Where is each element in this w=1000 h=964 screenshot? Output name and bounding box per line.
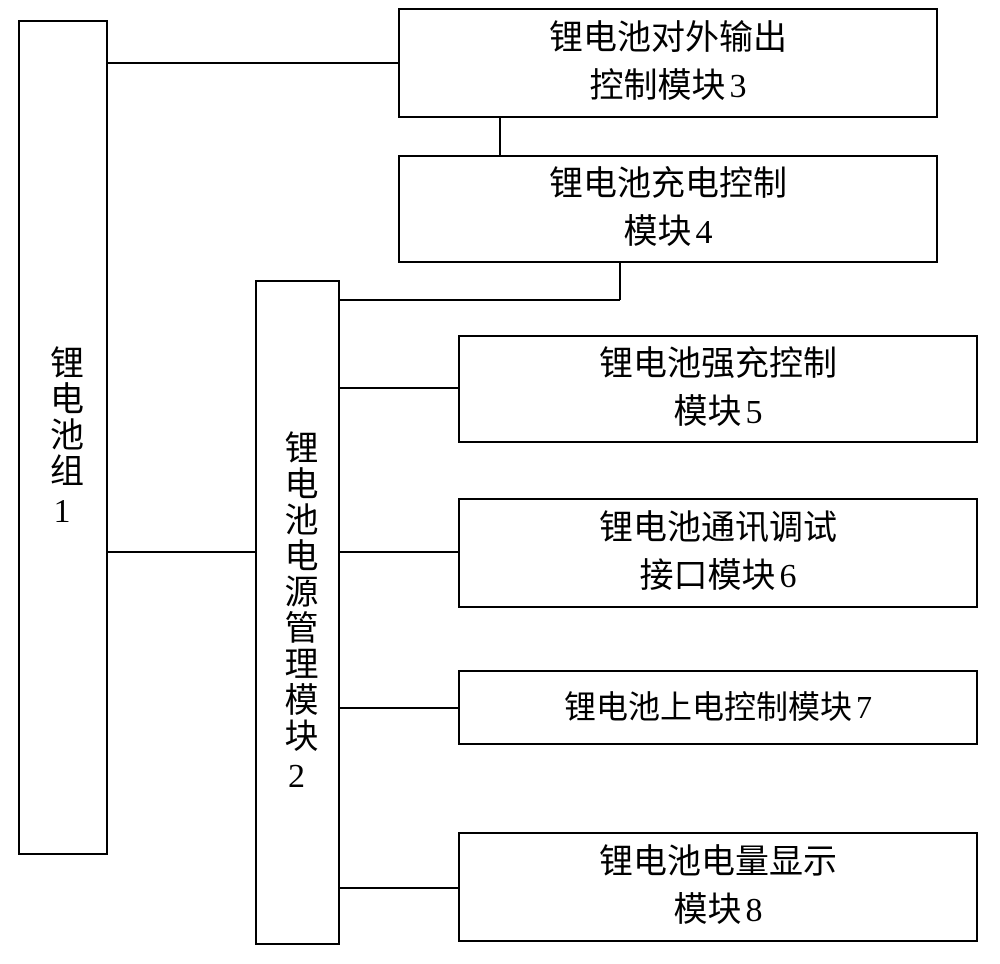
node-line1: 锂电池上电控制模块 [564,689,852,725]
node-content: 锂电池电量显示模块8 [599,839,837,934]
node-line2: 模块 [674,394,742,431]
node-number: 5 [746,394,763,431]
node-n6: 锂电池通讯调试接口模块6 [458,498,978,608]
node-number: 3 [730,68,747,105]
node-line1: 锂电池电量显示 [599,844,837,881]
node-number: 7 [856,689,872,725]
node-content: 锂电池充电控制模块4 [549,161,787,256]
node-n8: 锂电池电量显示模块8 [458,832,978,942]
node-content: 锂电池上电控制模块7 [564,685,872,730]
node-label: 锂电池电源管理模块 [273,430,322,754]
node-line2: 接口模块 [640,558,776,595]
node-line2: 控制模块 [590,68,726,105]
node-line1: 锂电池通讯调试 [599,510,837,547]
node-n1: 锂电池组 1 [18,20,108,855]
node-n5: 锂电池强充控制模块5 [458,335,978,443]
node-number: 6 [780,558,797,595]
node-n3: 锂电池对外输出控制模块3 [398,8,938,118]
node-line1: 锂电池对外输出 [549,20,787,57]
node-number: 2 [288,758,307,796]
edges-layer [0,0,1000,964]
node-n2: 锂电池电源管理模块 2 [255,280,340,945]
node-n7: 锂电池上电控制模块7 [458,670,978,745]
node-line2: 模块 [624,214,692,251]
node-content: 锂电池对外输出控制模块3 [549,15,787,110]
node-n4: 锂电池充电控制模块4 [398,155,938,263]
node-content: 锂电池通讯调试接口模块6 [599,505,837,600]
node-number: 8 [746,892,763,929]
node-number: 1 [54,493,73,531]
node-content: 锂电池强充控制模块5 [599,341,837,436]
node-line2: 模块 [674,892,742,929]
node-line1: 锂电池充电控制 [549,166,787,203]
node-label: 锂电池组 [39,345,88,489]
node-line1: 锂电池强充控制 [599,346,837,383]
node-number: 4 [696,214,713,251]
